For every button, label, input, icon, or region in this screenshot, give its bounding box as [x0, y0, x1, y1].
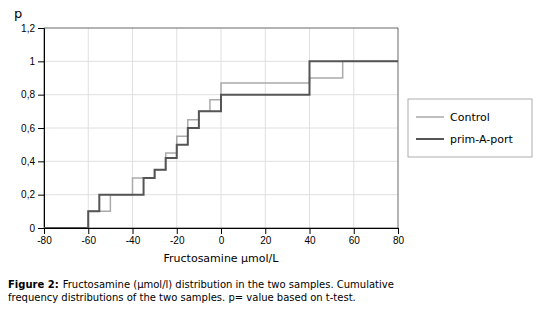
x-tick-mark [221, 228, 222, 234]
y-axis: 0 0,2 0,4 0,6 0,8 1 1,2 [21, 23, 44, 234]
x-tick-mark [265, 228, 266, 234]
x-tick-label: -80 [37, 235, 52, 246]
y-grid-line [44, 128, 398, 129]
y-tick: 1,2 [21, 23, 44, 34]
caption: frequency distributions of the two sampl… [8, 292, 356, 303]
legend-swatch [416, 138, 444, 140]
x-tick: 0 [219, 228, 225, 246]
x-tick: -60 [82, 228, 97, 246]
y-tick-label: 0,2 [21, 189, 35, 200]
x-tick: 60 [349, 228, 361, 246]
y-tick-label: 0,8 [21, 89, 35, 100]
x-tick-label: -20 [170, 235, 185, 246]
legend-label: prim-A-port [450, 133, 513, 146]
y-axis-label: p [14, 6, 22, 21]
y-tick-mark [38, 61, 44, 62]
x-tick-label: -60 [82, 235, 97, 246]
legend-box [408, 99, 532, 157]
x-tick-mark [88, 228, 89, 234]
y-tick-mark [38, 128, 44, 129]
y-tick-mark [38, 95, 44, 96]
y-tick-mark [38, 28, 44, 29]
x-tick-label: 80 [393, 235, 405, 246]
plot: -80 -60 -40 -20 0 20 40 60 80 0 0,2 0,4 0,6 0,8 1 1,2 p F… [14, 6, 404, 265]
x-tick: 40 [304, 228, 316, 246]
y-tick-label: 0,6 [21, 123, 35, 134]
y-grid-line [44, 194, 398, 195]
series-line [44, 61, 398, 228]
y-grid-line [44, 161, 398, 162]
x-tick-label: 40 [304, 235, 316, 246]
y-tick: 0,6 [21, 123, 44, 134]
plot-frame [44, 28, 398, 228]
x-tick: 20 [260, 228, 272, 246]
y-tick-label: 1,2 [21, 23, 35, 34]
y-tick-label: 1 [29, 56, 35, 67]
caption: Fructosamine (μmol/l) distribution in th… [63, 279, 394, 290]
x-axis-label: Fructosamine μmol/L [164, 252, 280, 265]
x-tick: -80 [37, 228, 52, 246]
legend: Control prim-A-port [408, 99, 532, 157]
legend-label: Control [450, 111, 490, 124]
x-tick-label: -40 [126, 235, 141, 246]
x-tick-mark [177, 228, 178, 234]
series-group [44, 61, 398, 228]
legend-swatch [416, 116, 444, 118]
x-tick: -20 [170, 228, 185, 246]
x-axis: -80 -60 -40 -20 0 20 40 60 80 [37, 228, 404, 246]
x-tick-label: 60 [349, 235, 361, 246]
y-tick-label: 0,4 [21, 156, 35, 167]
grid [44, 28, 398, 228]
x-tick-mark [310, 228, 311, 234]
y-tick: 1 [29, 56, 44, 67]
y-tick: 0 [29, 223, 44, 234]
chart: -80 -60 -40 -20 0 20 40 60 80 0 0,2 0,4 0,6 0,8 1 1,2 p F… [0, 0, 538, 310]
y-tick-mark [38, 161, 44, 162]
x-tick-mark [354, 228, 355, 234]
y-tick: 0,4 [21, 156, 44, 167]
x-tick-mark [133, 228, 134, 234]
x-tick-label: 0 [219, 235, 225, 246]
x-axis-line [45, 229, 399, 235]
x-tick-mark [398, 228, 399, 234]
y-tick: 0,2 [21, 189, 44, 200]
x-tick-label: 20 [260, 235, 272, 246]
y-tick-mark [38, 195, 44, 196]
y-tick-label: 0 [29, 223, 35, 234]
x-tick: -40 [126, 228, 141, 246]
x-tick: 80 [393, 228, 405, 246]
y-axis-line [38, 29, 45, 229]
y-tick-mark [38, 228, 44, 229]
series-line [44, 61, 398, 228]
y-tick: 0,8 [21, 89, 44, 100]
caption: Figure 2: [8, 279, 59, 290]
